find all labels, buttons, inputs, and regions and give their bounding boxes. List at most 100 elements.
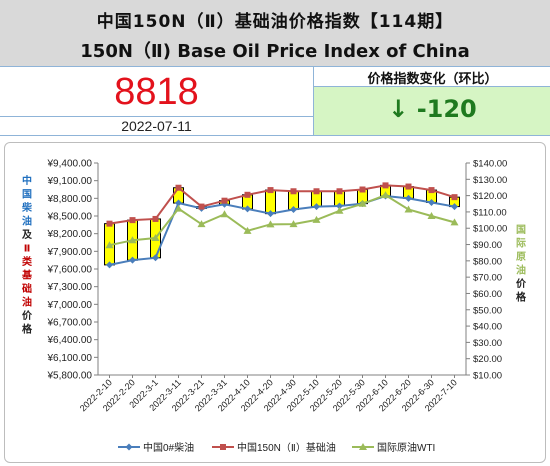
base-oil-series-point [451,194,458,201]
left-axis-label-char: 类 [22,255,32,268]
left-axis-label-char: 格 [22,323,33,336]
wti-series-point [450,218,459,226]
right-tick-label: $110.00 [473,207,507,218]
base-oil-series-point [106,220,113,227]
legend-marker [125,443,133,451]
diesel-series-point [244,205,251,213]
wti-series-point [243,226,252,234]
base-oil-series-point [359,186,366,193]
right-tick-label: $70.00 [473,273,502,284]
title-chinese: 中国150N（Ⅱ）基础油价格指数【114期】 [96,12,454,32]
base-oil-series-point [244,191,251,198]
wti-series-point [105,241,114,249]
legend-marker [359,443,367,450]
left-axis-label-char: 国 [22,189,32,201]
wti-series-point [197,220,206,228]
wti-series-point [312,215,321,223]
right-axis-label-char: 格 [516,291,527,304]
legend-label: 国际原油WTI [377,441,435,454]
right-tick-label: $40.00 [473,322,502,333]
left-tick-label: ¥7,000.00 [47,300,93,311]
diesel-series-point [267,210,274,218]
wti-series-point [289,220,298,228]
wti-series-point [381,191,390,199]
right-tick-label: $80.00 [473,256,502,267]
right-tick-label: $90.00 [473,240,502,251]
index-value: 8818 [114,71,199,113]
diesel-series-point [451,203,458,211]
right-axis-label-char: 价 [516,278,527,290]
base-oil-series-point [175,184,182,191]
right-tick-label: $140.00 [473,159,507,170]
left-axis-label-char: 价 [22,310,33,322]
base-oil-series-point [405,183,412,190]
change-label: 价格指数变化（环比） [367,72,498,87]
diesel-series-point [313,203,320,211]
wti-series-line [109,194,455,247]
diesel-series-point [129,256,136,264]
diesel-series-point [175,199,182,207]
right-tick-label: $10.00 [473,371,502,382]
wti-series-point [266,220,275,228]
left-tick-label: ¥5,800.00 [47,371,93,382]
left-axis-label-char: Ⅱ [24,244,31,255]
right-tick-label: $30.00 [473,338,502,349]
wti-series-point [128,236,137,244]
left-axis-label-char: 油 [22,215,32,228]
spread-candle [265,189,276,215]
diesel-series-point [152,254,159,262]
right-axis-label-char: 国 [516,224,526,236]
diesel-series-point [428,198,435,206]
right-axis-label-char: 油 [516,264,526,277]
left-axis-label-char: 中 [22,174,32,187]
diesel-series-point [106,261,113,269]
wti-series-point [427,212,436,219]
diesel-series-point [336,202,343,210]
diesel-series-line [109,194,455,266]
left-tick-label: ¥8,200.00 [47,229,93,240]
left-tick-label: ¥6,400.00 [47,335,93,346]
right-axis-label-char: 原 [516,251,526,263]
base-oil-series-point [336,188,343,195]
wti-series-point [358,199,367,207]
change-value: ↓ -120 [388,95,477,123]
base-oil-series-point [198,203,205,210]
left-tick-label: ¥6,100.00 [47,353,93,364]
right-tick-label: $50.00 [473,305,502,316]
header-banner: 中国150N（Ⅱ）基础油价格指数【114期】 150N（Ⅱ) Base Oil … [0,0,550,66]
change-box: ↓ -120 [313,86,550,136]
diesel-series-point [405,194,412,202]
left-axis-label-char: 及 [22,229,33,241]
wti-series-point [151,234,160,242]
base-oil-series-point [221,197,228,204]
base-oil-series-point [428,187,435,194]
wti-series-point [174,204,183,212]
left-tick-label: ¥7,600.00 [47,265,93,276]
wti-series-point [335,206,344,214]
left-tick-label: ¥8,500.00 [47,212,93,223]
right-tick-label: $20.00 [473,354,502,365]
base-oil-series-point [313,188,320,195]
legend-label: 中国0#柴油 [143,441,194,454]
right-tick-label: $130.00 [473,175,507,186]
base-oil-series-point [267,187,274,194]
left-tick-label: ¥9,400.00 [47,159,93,170]
legend-label: 中国150N（Ⅱ）基础油 [237,441,336,454]
index-date: 2022-07-11 [121,118,192,134]
base-oil-series-point [382,182,389,189]
index-value-box: 8818 [0,66,313,117]
left-tick-label: ¥6,700.00 [47,318,93,329]
left-axis-label-char: 基 [21,269,33,282]
right-axis-label-char: 际 [516,238,526,250]
right-tick-label: $60.00 [473,289,502,300]
left-tick-label: ¥8,800.00 [47,194,93,205]
base-oil-series-point [129,217,136,224]
left-tick-label: ¥7,300.00 [47,282,93,293]
change-header: 价格指数变化（环比） [313,66,550,87]
left-axis-label-char: 柴 [21,201,33,214]
left-axis-label-char: 础 [22,282,32,295]
index-date-box: 2022-07-11 [0,116,313,136]
base-oil-series-point [152,215,159,222]
base-oil-series-point [290,188,297,195]
